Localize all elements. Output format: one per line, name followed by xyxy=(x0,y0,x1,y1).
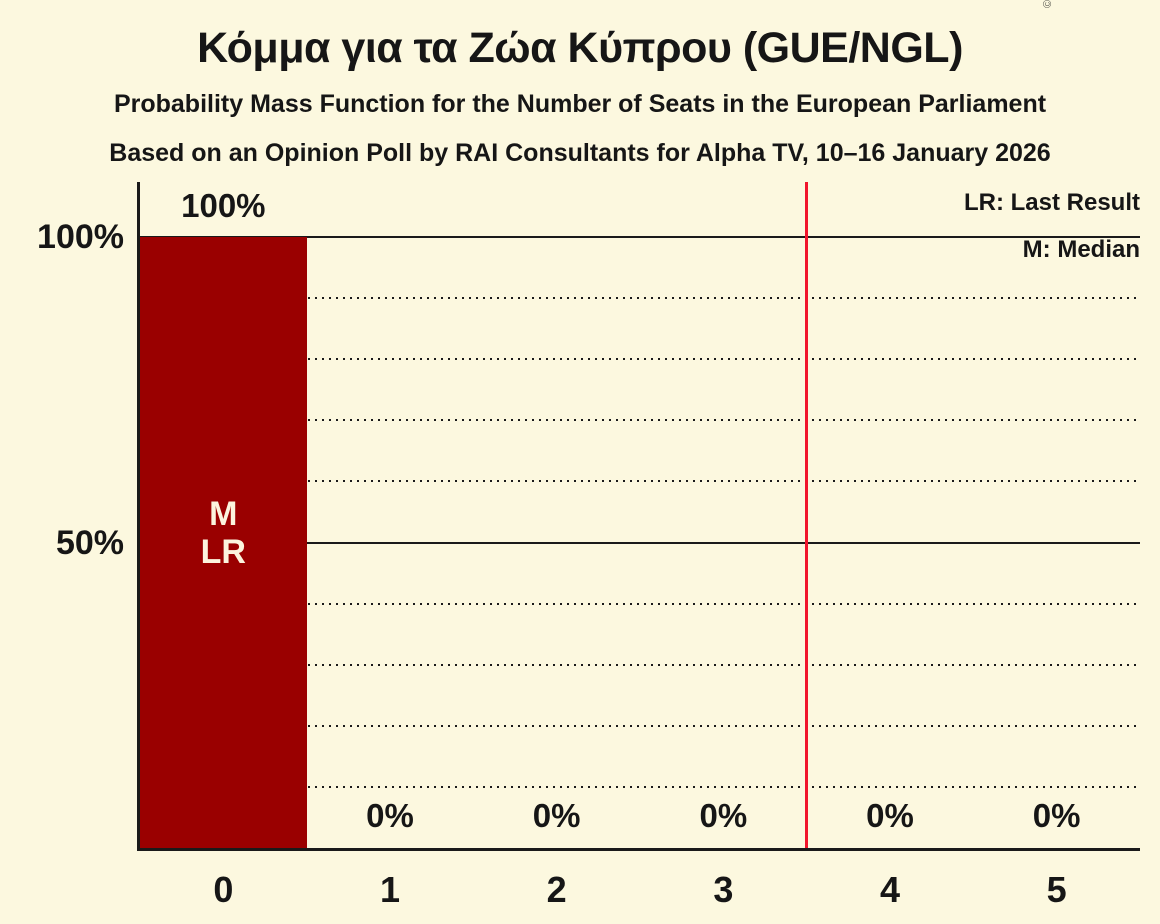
bar-seats-0: M LR xyxy=(140,237,307,848)
legend-last-result: LR: Last Result xyxy=(963,189,1140,216)
x-tick-label-0: 0 xyxy=(213,869,234,910)
x-tick-label-4: 4 xyxy=(879,869,900,910)
x-axis-line xyxy=(137,848,1140,851)
x-tick-label-1: 1 xyxy=(379,869,400,910)
gridline-80pct xyxy=(140,358,1140,361)
value-label-seats-0: 100% xyxy=(181,187,266,224)
legend-median: M: Median xyxy=(1022,236,1140,263)
gridline-20pct xyxy=(140,724,1140,727)
value-label-seats-4: 0% xyxy=(866,797,914,834)
chart-source-line: Based on an Opinion Poll by RAI Consulta… xyxy=(109,139,1051,167)
x-tick-label-2: 2 xyxy=(546,869,567,910)
value-label-seats-3: 0% xyxy=(699,797,748,834)
value-label-seats-5: 0% xyxy=(1032,797,1081,834)
value-label-seats-2: 0% xyxy=(532,797,581,834)
gridline-90pct xyxy=(140,297,1140,300)
x-tick-label-5: 5 xyxy=(1046,869,1067,910)
median-last-result-annotation: M LR xyxy=(200,494,246,571)
gridline-60pct xyxy=(140,480,1140,483)
value-label-seats-1: 0% xyxy=(366,797,414,834)
y-tick-label-100: 100% xyxy=(37,218,124,256)
gridline-50pct xyxy=(140,541,1140,544)
chart-subtitle: Probability Mass Function for the Number… xyxy=(113,90,1047,118)
y-tick-label-50: 50% xyxy=(55,523,124,562)
gridline-40pct xyxy=(140,602,1140,605)
gridline-30pct xyxy=(140,663,1140,666)
gridline-100pct xyxy=(140,236,1140,238)
gridline-10pct xyxy=(140,785,1140,788)
x-tick-label-3: 3 xyxy=(713,869,734,910)
last-result-marker-line xyxy=(805,182,809,848)
chart-title: Κόμμα για τα Ζώα Κύπρου (GUE/NGL) xyxy=(197,24,963,72)
gridline-70pct xyxy=(140,419,1140,422)
y-axis-line xyxy=(137,182,140,851)
